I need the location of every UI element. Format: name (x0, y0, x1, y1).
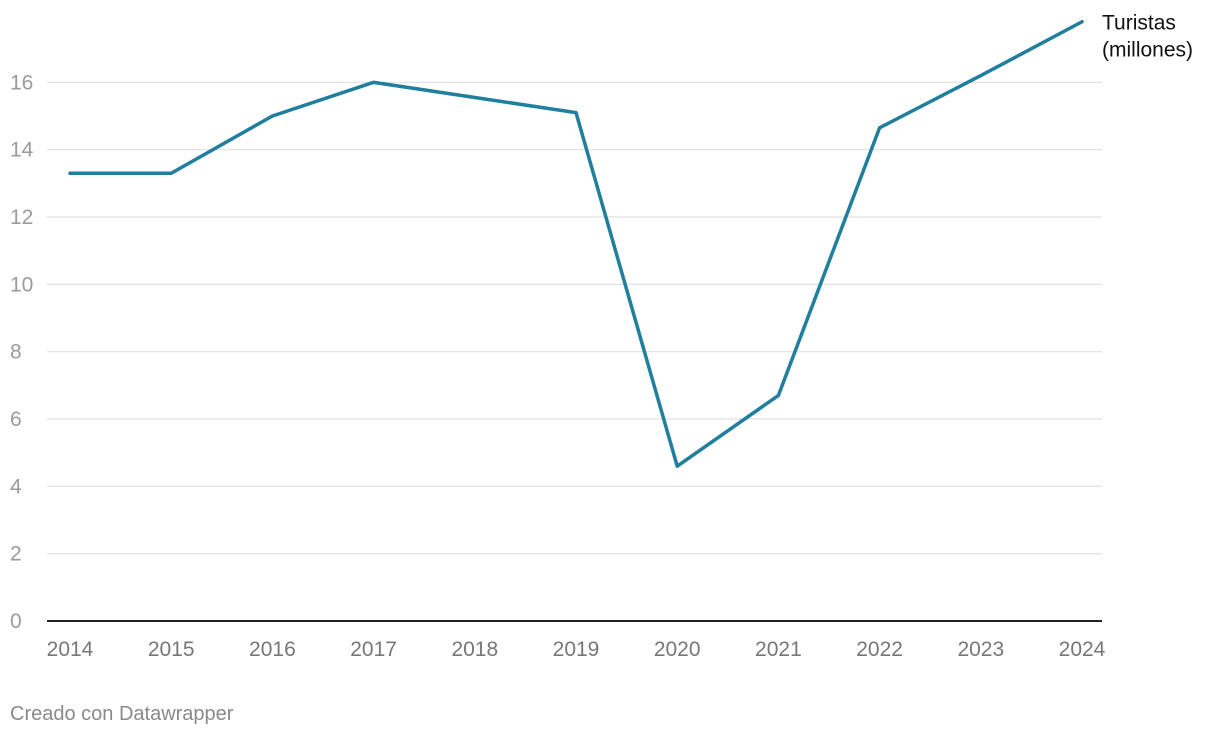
footer-credit: Creado con Datawrapper (10, 703, 234, 725)
y-tick-label: 6 (10, 408, 22, 431)
data-point (878, 126, 882, 130)
y-tick-label: 14 (10, 139, 34, 162)
data-point (776, 393, 781, 398)
series-line (68, 19, 1084, 468)
data-point (1080, 20, 1084, 24)
x-tick-label: 2015 (148, 638, 195, 661)
series-layer (68, 19, 1084, 468)
data-point (270, 114, 274, 118)
data-point (169, 171, 173, 175)
x-tick-label: 2024 (1059, 638, 1106, 661)
y-tick-label: 4 (10, 475, 22, 498)
y-tick-label: 8 (10, 341, 22, 364)
x-tick-label: 2022 (856, 638, 903, 661)
x-tick-label: 2014 (47, 638, 94, 661)
x-tick-label: 2023 (957, 638, 1004, 661)
x-axis-ticks: 2014 2015 2016 2017 2018 2019 2020 2021 2022 2023… (47, 638, 1106, 661)
series-label: Turistas (millones) (1102, 12, 1193, 62)
x-tick-label: 2021 (755, 638, 802, 661)
x-tick-label: 2017 (350, 638, 397, 661)
y-axis-ticks: 0 2 4 6 8 10 12 14 16 (10, 71, 34, 633)
data-point (372, 80, 376, 84)
data-point (574, 111, 578, 115)
y-tick-label: 12 (10, 206, 33, 229)
data-point (979, 74, 983, 78)
y-tick-label: 10 (10, 273, 33, 296)
series-labels: Turistas (millones) (1102, 12, 1193, 62)
data-point (675, 464, 679, 468)
x-tick-label: 2018 (451, 638, 498, 661)
x-tick-label: 2020 (654, 638, 701, 661)
y-tick-label: 2 (10, 543, 22, 566)
data-point (473, 95, 477, 100)
gridlines (47, 81, 1102, 555)
data-point (68, 171, 72, 175)
x-tick-label: 2019 (553, 638, 600, 661)
y-tick-label: 0 (10, 610, 22, 633)
y-tick-label: 16 (10, 71, 33, 94)
x-tick-label: 2016 (249, 638, 296, 661)
